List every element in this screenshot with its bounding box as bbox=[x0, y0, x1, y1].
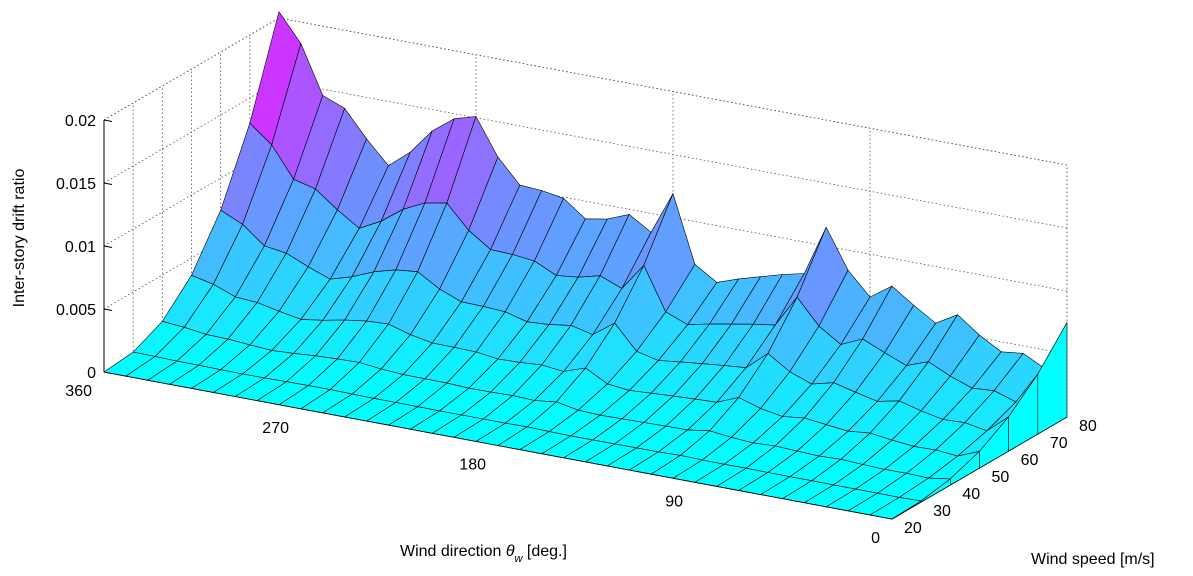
x-tick-label: 0 bbox=[871, 530, 880, 547]
x-axis-label-symbol: θ bbox=[506, 543, 515, 560]
z-tick bbox=[103, 119, 113, 122]
y-axis-label: Wind speed [m/s] bbox=[1031, 551, 1155, 568]
z-axis-label: Inter-story drift ratio bbox=[11, 169, 28, 308]
z-tick-label: 0.01 bbox=[65, 239, 96, 256]
x-axis-label-prefix: Wind direction bbox=[400, 543, 506, 560]
x-tick-label: 360 bbox=[65, 383, 92, 400]
z-tick-label: 0 bbox=[87, 365, 96, 382]
z-tick-label: 0.005 bbox=[56, 302, 96, 319]
x-tick-label: 180 bbox=[459, 457, 486, 474]
tick-labels: 0 0.005 0.01 0.015 0.02 0 90 180 270 360 20 30 40 50 6… bbox=[56, 113, 1097, 547]
surface-front-wall bbox=[103, 371, 127, 377]
z-tick-label: 0.015 bbox=[56, 176, 96, 193]
z-tick bbox=[103, 182, 113, 185]
y-tick-label: 20 bbox=[904, 520, 922, 537]
x-axis-label: Wind direction θw [deg.] bbox=[400, 543, 567, 565]
y-tick-label: 80 bbox=[1079, 418, 1097, 435]
y-tick-label: 50 bbox=[992, 469, 1010, 486]
surface-end-wall bbox=[1037, 322, 1068, 435]
y-tick-label: 70 bbox=[1050, 435, 1068, 452]
y-tick-label: 40 bbox=[962, 486, 980, 503]
z-tick bbox=[103, 245, 113, 248]
surface-mesh bbox=[103, 11, 1068, 520]
z-grid-line bbox=[103, 17, 280, 121]
x-tick-label: 270 bbox=[262, 420, 289, 437]
z-grid-line bbox=[278, 17, 1068, 166]
x-axis-label-suffix: [deg.] bbox=[522, 543, 566, 560]
y-tick-label: 60 bbox=[1021, 452, 1039, 469]
y-tick-label: 30 bbox=[933, 503, 951, 520]
x-axis-label-subscript: w bbox=[515, 553, 524, 565]
x-tick-label: 90 bbox=[665, 493, 683, 510]
z-tick-label: 0.02 bbox=[65, 113, 96, 130]
z-tick bbox=[103, 308, 113, 311]
